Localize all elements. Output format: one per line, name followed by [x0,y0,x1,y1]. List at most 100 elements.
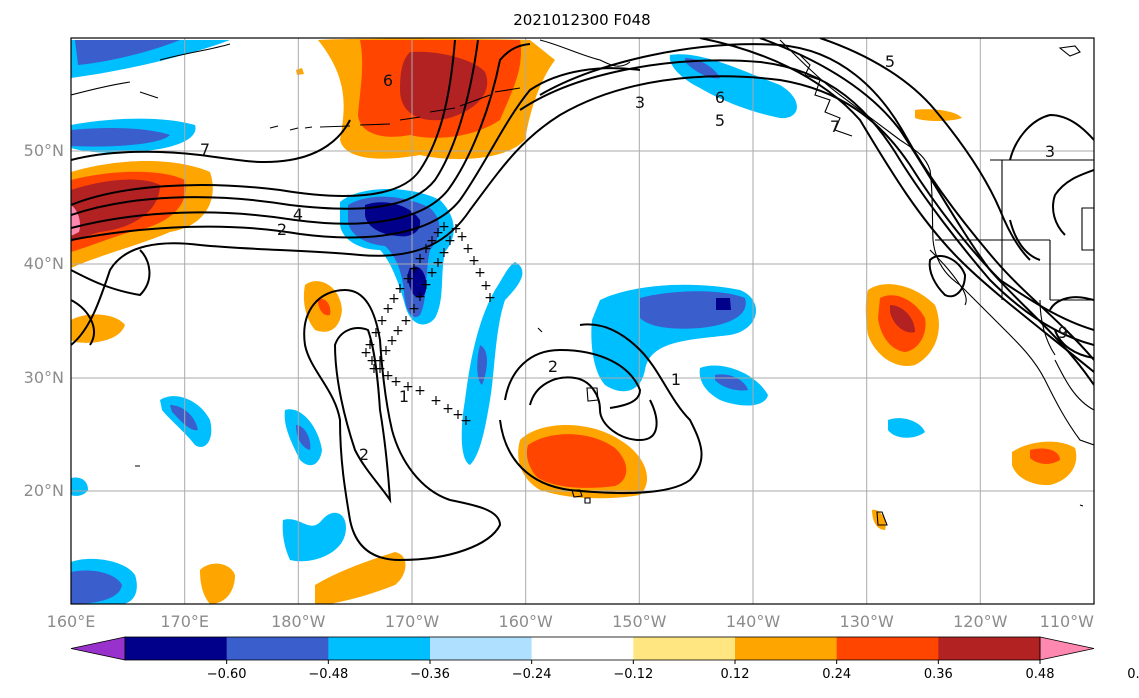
track-marker: + [408,301,420,317]
colorbar-swatch [836,637,939,660]
track-marker: + [456,229,468,245]
track-marker: + [364,337,376,353]
colorbar-swatch [125,637,228,660]
colorbar-tick-label: −0.36 [410,667,450,682]
height-contours [71,38,1094,562]
colorbar-frame [124,636,1041,661]
track-marker: + [370,325,382,341]
longitude-axis: 160°E 170°E 180°W 170°W 160°W 150°W 140°… [47,612,1095,631]
contour-label: 5 [885,52,895,71]
contour-label: 9 [1058,323,1068,342]
track-marker: + [462,241,474,257]
track-marker: + [374,353,386,369]
colorbar: −0.60 −0.48 −0.36 −0.24 −0.12 0.12 0.24 0.36 0.4… [70,636,1139,682]
colorbar-swatch [226,637,329,660]
lon-tick-label: 160°E [47,612,96,631]
contour-label: 7 [200,140,210,159]
track-marker: + [414,383,426,399]
latitude-axis: 50°N 40°N 30°N 20°N [24,141,64,500]
track-marker: + [374,361,386,377]
track-marker: + [444,233,456,249]
colorbar-swatch [633,637,736,660]
lat-tick-label: 30°N [24,368,64,387]
colorbar-tick-label: 0.60 [1127,667,1139,682]
contour-label: 2 [548,357,558,376]
contour-label: 1 [671,370,681,389]
track-marker: + [432,255,444,271]
track-marker: + [402,271,414,287]
contour-label: 5 [715,111,725,130]
contour-labels: 6 7 4 2 3 6 5 5 7 3 2 1 1 2 9 [200,52,1068,464]
contour-label: 2 [277,220,287,239]
track-marker: + [450,221,462,237]
storm-track-markers: ++++++++++++++++++++++++++++++++++++++ + +… [360,219,496,429]
track-marker: + [368,361,380,377]
lat-tick-label: 20°N [24,481,64,500]
track-marker: + [380,343,392,359]
track-marker: + [394,281,406,297]
track-marker: + [400,313,412,329]
track-marker: + [452,407,464,423]
track-marker: + [480,278,492,294]
colorbar-tick-label: 0.36 [924,667,953,682]
lon-tick-label: 160°W [499,612,554,631]
colorbar-tick-label: 0.48 [1026,667,1055,682]
colorbar-extend-low [70,636,126,661]
track-marker: + [430,393,442,409]
track-marker: + [420,241,432,257]
lat-tick-label: 40°N [24,254,64,273]
track-marker: + [382,301,394,317]
track-marker: + [432,225,444,241]
track-marker: + [468,253,480,269]
lon-tick-label: 170°E [160,612,209,631]
track-marker: + [426,265,438,281]
colorbar-tick-label: 0.12 [721,667,750,682]
contour-label: 3 [635,93,645,112]
track-marker: + [426,233,438,249]
track-marker: + [474,265,486,281]
colorbar-extend-high [1039,636,1095,661]
track-marker: + [442,401,454,417]
track-marker: + [438,219,450,235]
colorbar-tick-label: 0.24 [822,667,851,682]
track-marker: + [460,413,472,429]
map-title: 2021012300 F048 [513,11,650,29]
lat-tick-label: 50°N [24,141,64,160]
track-marker: + [376,313,388,329]
lon-tick-label: 110°W [1040,612,1095,631]
colorbar-tick-label: −0.12 [613,667,653,682]
track-marker: + [402,379,414,395]
track-marker: + [484,290,496,306]
contour-label: 3 [1045,142,1055,161]
lon-tick-label: 120°W [953,612,1008,631]
track-marker: + [408,261,420,277]
track-marker: + [366,353,378,369]
map-area: 6 7 4 2 3 6 5 5 7 3 2 1 1 2 9 ++++++++++… [71,38,1094,604]
colorbar-tick-label: −0.60 [207,667,247,682]
coastlines [71,39,1094,526]
contour-label: 6 [715,88,725,107]
colorbar-swatch [328,637,431,660]
map-frame [70,37,1095,605]
track-marker: + [414,251,426,267]
lon-tick-label: 180°W [271,612,326,631]
contour-label: 1 [399,387,409,406]
track-marker: + [438,245,450,261]
colorbar-swatch [430,637,533,660]
track-marker: + [414,289,426,305]
colorbar-tick-label: −0.24 [512,667,552,682]
lon-tick-label: 150°W [612,612,667,631]
track-marker: + [388,291,400,307]
track-marker: + [386,333,398,349]
contour-label: 7 [830,117,840,136]
lon-tick-label: 140°W [726,612,781,631]
colorbar-swatch [938,637,1041,660]
colorbar-tick-label: −0.48 [308,667,348,682]
contour-label: 6 [383,71,393,90]
track-marker: + [420,277,432,293]
colorbar-swatch [531,637,634,660]
lon-tick-label: 170°W [385,612,440,631]
contour-label: 2 [359,445,369,464]
track-marker: + [360,345,372,361]
